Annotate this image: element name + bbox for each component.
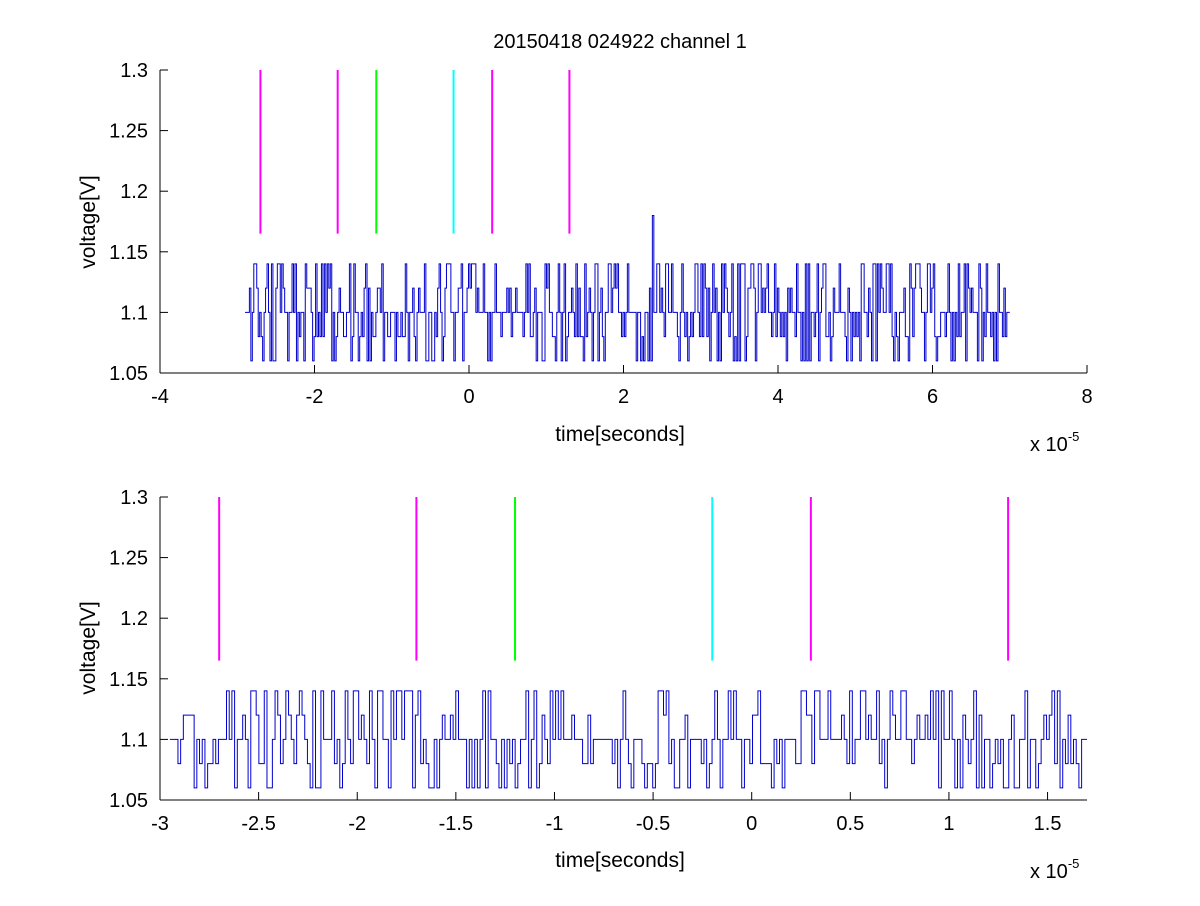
top-ticks: -4 -2 0 2 4 6 8 1.05 1.1 1.15 1.2 1.25 1.3 — [109, 60, 1093, 408]
top-plot-data — [244, 70, 1010, 362]
bottom-y-tick-label: 1.1 — [120, 729, 148, 751]
top-x-multiplier: x 10-5 — [1030, 429, 1079, 456]
bottom-axes — [159, 497, 1087, 801]
bottom-y-tick-label: 1.25 — [109, 548, 148, 570]
top-y-tick-label: 1.2 — [120, 181, 148, 203]
top-y-tick-label: 1.15 — [109, 242, 148, 264]
top-signal-trace — [244, 214, 1010, 362]
top-x-tick-label: 6 — [927, 386, 938, 408]
top-y-axis-label: voltage[V] — [77, 175, 100, 268]
bottom-x-tick-label: -3 — [151, 813, 169, 835]
bottom-x-tick-label: 1 — [943, 813, 954, 835]
bottom-signal-trace — [169, 690, 1087, 789]
bottom-x-axis-label: time[seconds] — [555, 849, 685, 872]
bottom-subplot: -3 -2.5 -2 -1.5 -1 -0.5 0 0.5 1 1.5 1.05 1.1 1.15 1.2… — [77, 487, 1087, 883]
top-x-tick-label: -2 — [306, 386, 324, 408]
bottom-x-tick-label: -0.5 — [636, 813, 670, 835]
chart-title: 20150418 024922 channel 1 — [493, 31, 747, 53]
top-x-multiplier-exponent: -5 — [1068, 429, 1080, 444]
top-x-tick-label: -4 — [151, 386, 169, 408]
bottom-y-tick-label: 1.2 — [120, 608, 148, 630]
top-subplot: 20150418 024922 channel 1 -4 -2 0 2 4 6 8 1.05 1… — [77, 31, 1093, 456]
bottom-x-tick-label: -2 — [348, 813, 366, 835]
bottom-x-tick-label: -1.5 — [439, 813, 473, 835]
bottom-y-axis-label: voltage[V] — [77, 601, 100, 694]
bottom-x-tick-label: 0 — [746, 813, 757, 835]
top-x-tick-label: 8 — [1081, 386, 1092, 408]
bottom-x-tick-label: 0.5 — [836, 813, 864, 835]
top-x-tick-label: 2 — [618, 386, 629, 408]
top-y-tick-label: 1.05 — [109, 363, 148, 385]
top-x-multiplier-base: x 10 — [1030, 434, 1068, 456]
bottom-y-tick-label: 1.05 — [109, 790, 148, 812]
top-x-tick-label: 4 — [772, 386, 783, 408]
top-y-tick-label: 1.1 — [120, 302, 148, 324]
bottom-x-multiplier-base: x 10 — [1030, 861, 1068, 883]
bottom-x-tick-label: -1 — [546, 813, 564, 835]
bottom-ticks: -3 -2.5 -2 -1.5 -1 -0.5 0 0.5 1 1.5 1.05 1.1 1.15 1.2… — [109, 487, 1061, 835]
top-x-axis-label: time[seconds] — [555, 423, 685, 446]
bottom-x-multiplier: x 10-5 — [1030, 856, 1079, 883]
bottom-x-tick-label: 1.5 — [1034, 813, 1062, 835]
bottom-x-tick-label: -2.5 — [241, 813, 275, 835]
top-y-tick-label: 1.3 — [120, 60, 148, 82]
bottom-y-tick-label: 1.3 — [120, 487, 148, 509]
top-y-tick-label: 1.25 — [109, 121, 148, 143]
bottom-plot-data — [169, 497, 1087, 789]
bottom-y-tick-label: 1.15 — [109, 669, 148, 691]
bottom-x-multiplier-exponent: -5 — [1068, 856, 1080, 871]
top-x-tick-label: 0 — [463, 386, 474, 408]
